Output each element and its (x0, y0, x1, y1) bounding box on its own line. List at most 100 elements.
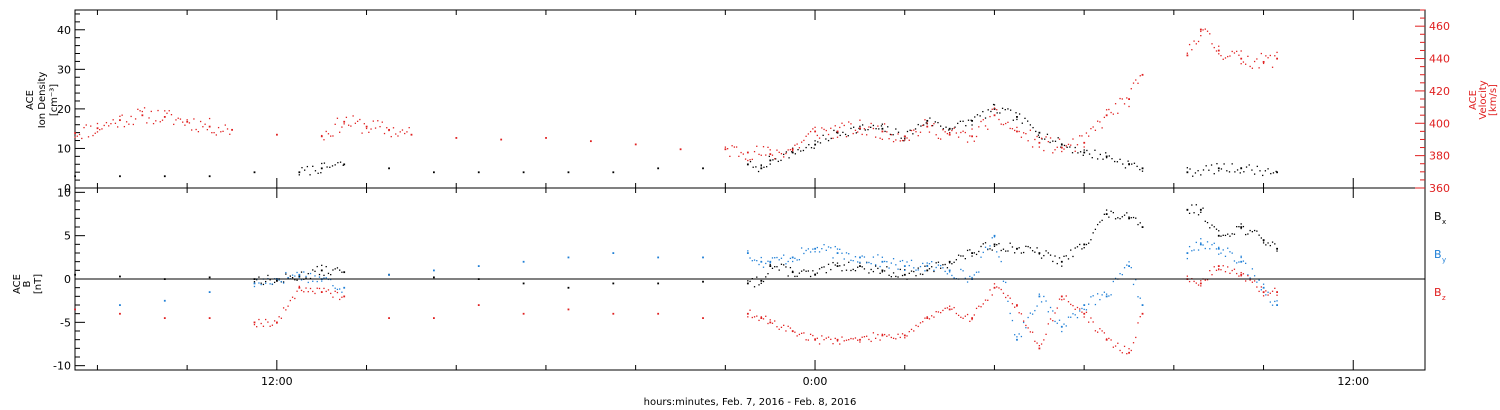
data-point (612, 252, 615, 254)
data-point (388, 167, 390, 170)
data-point (895, 139, 897, 141)
data-point (161, 119, 164, 121)
data-point (931, 315, 933, 317)
data-point (1096, 120, 1099, 122)
data-point (818, 343, 821, 345)
data-point (1040, 257, 1043, 259)
data-point (1072, 304, 1074, 307)
x-axis-title: hours:minutes, Feb. 7, 2016 - Feb. 8, 20… (644, 397, 857, 408)
data-point (886, 266, 888, 268)
data-point (1209, 248, 1211, 250)
data-point (1211, 224, 1213, 226)
data-point (1137, 322, 1139, 324)
data-point (1076, 316, 1079, 319)
data-point (1217, 265, 1220, 267)
data-point (852, 132, 854, 135)
data-point (1227, 247, 1229, 249)
data-point (788, 157, 790, 159)
data-point (1135, 217, 1137, 219)
data-point (341, 296, 343, 298)
data-point (278, 279, 280, 281)
data-point (760, 256, 762, 259)
data-point (884, 130, 886, 133)
data-point (1131, 163, 1133, 165)
data-point (1002, 123, 1005, 126)
data-point (152, 122, 155, 125)
data-point (1202, 29, 1204, 31)
data-point (1070, 316, 1072, 318)
data-point (1240, 226, 1243, 228)
data-point (1231, 269, 1233, 272)
data-point (1014, 334, 1016, 336)
data-point (1139, 316, 1141, 318)
data-point (1063, 148, 1065, 150)
data-point (785, 152, 787, 155)
data-point (1240, 275, 1242, 277)
data-point (1038, 347, 1041, 350)
data-point (845, 269, 848, 271)
data-point (334, 287, 336, 289)
data-point (341, 291, 343, 293)
data-point (768, 155, 770, 158)
data-point (948, 133, 951, 136)
data-point (1114, 103, 1117, 105)
data-point (374, 127, 377, 129)
data-point (809, 333, 812, 335)
data-point (802, 149, 805, 152)
data-point (1136, 165, 1138, 168)
data-point (874, 265, 877, 267)
data-point (785, 263, 787, 265)
data-point (1000, 249, 1002, 252)
data-point (924, 317, 926, 319)
data-point (919, 265, 922, 268)
data-point (859, 256, 861, 259)
data-point (934, 121, 936, 123)
data-point (935, 262, 937, 264)
data-point (948, 271, 951, 273)
data-point (1091, 157, 1093, 159)
data-point (1105, 155, 1108, 158)
x-axis: 12:00 0:00 12:00 (96, 10, 1369, 388)
data-point (953, 127, 955, 129)
data-point (74, 132, 76, 134)
data-point (1105, 152, 1107, 154)
data-point (332, 296, 334, 298)
data-point (942, 309, 944, 312)
data-point (957, 122, 959, 125)
data-point (982, 110, 984, 113)
data-point (760, 260, 763, 263)
data-point (991, 237, 993, 239)
bottom-left-tick-label: -5 (60, 316, 71, 329)
data-point (1233, 260, 1236, 262)
data-point (937, 137, 940, 139)
data-point (822, 134, 824, 137)
data-point (747, 159, 749, 162)
data-point (926, 119, 929, 122)
data-point (117, 126, 119, 128)
data-point (901, 333, 904, 335)
data-point (1227, 233, 1229, 235)
data-point (1096, 223, 1099, 226)
data-point (1253, 173, 1256, 175)
data-point (1218, 253, 1220, 255)
data-point (1012, 119, 1014, 121)
data-point (477, 265, 480, 267)
data-point (839, 343, 841, 345)
data-point (96, 122, 99, 125)
data-point (783, 254, 785, 256)
data-point (1256, 281, 1258, 283)
data-point (776, 149, 778, 151)
data-point (408, 126, 410, 129)
data-point (724, 146, 727, 148)
data-point (1251, 169, 1253, 171)
data-point (1262, 295, 1265, 297)
data-point (1204, 28, 1206, 30)
data-point (1229, 235, 1231, 237)
data-point (877, 254, 879, 256)
data-point (1094, 228, 1097, 230)
data-point (1054, 255, 1056, 257)
data-point (337, 162, 339, 164)
data-point (1128, 105, 1130, 108)
data-point (901, 259, 904, 262)
data-point (982, 303, 984, 305)
